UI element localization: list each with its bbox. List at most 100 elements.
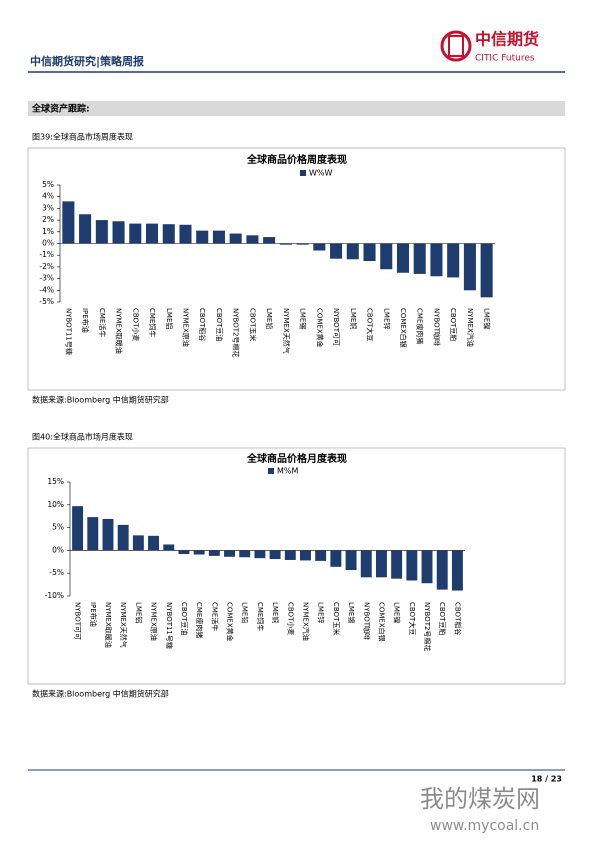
x-tick-label: NYMEX原油 [181, 308, 190, 347]
chart-title: 全球商品价格月度表现 [246, 452, 347, 465]
x-tick-label: CME活牛 [98, 308, 107, 337]
y-tick-label: -1% [39, 250, 54, 259]
logo-emblem [448, 35, 464, 57]
bar [72, 506, 84, 551]
bar [406, 550, 418, 581]
section-bar [28, 101, 565, 116]
y-tick-label: -5% [39, 297, 54, 306]
page-number: 18 / 23 [531, 775, 562, 784]
bar [421, 550, 433, 584]
logo-en: CITIC Futures [475, 54, 535, 64]
y-tick-label: 2% [42, 215, 54, 224]
x-tick-label: CBOT豆油 [180, 602, 189, 635]
legend-label: W%W [309, 169, 333, 178]
x-tick-label: LME铜 [271, 602, 280, 623]
bar [451, 550, 463, 591]
bar [396, 243, 410, 273]
x-tick-label: NYBOT可可 [332, 308, 340, 346]
x-tick-label: LME铝 [134, 602, 143, 623]
x-tick-label: COMEX白银 [399, 308, 408, 348]
x-tick-label: CBOT稻谷 [453, 602, 462, 635]
x-tick-label: CBOT豆油 [215, 308, 224, 341]
chart: 全球商品价格周度表现 W%W 5% 4% 3% 2% 1% 0% -1% -2% -3% -4% -5%… [39, 153, 495, 357]
logo-cn: 中信期货 [475, 30, 539, 49]
legend-label: M%M [277, 467, 299, 476]
x-tick-label: LME锡 [347, 602, 356, 623]
x-tick-label: LME铅 [241, 602, 250, 623]
y-tick-label: 3% [42, 203, 54, 212]
x-tick-label: CBOT稻谷 [198, 308, 207, 341]
x-tick-label: NYMEX原油 [150, 602, 159, 641]
bar [436, 550, 448, 590]
report-title: 中信期货研究|策略周报 [30, 54, 145, 68]
bar [315, 550, 327, 561]
bar [480, 243, 493, 298]
x-tick-label: NYBOT2号棉花 [232, 308, 241, 357]
x-tick-label: COMEX黄金 [226, 602, 235, 642]
bar [246, 235, 259, 244]
x-tick-label: NYMEX汽油 [466, 308, 475, 347]
y-tick-label: 4% [42, 192, 54, 201]
bar [162, 224, 175, 244]
x-tick-label: LME铜 [349, 308, 358, 329]
legend-swatch [268, 468, 274, 474]
bar [132, 535, 144, 551]
x-tick-label: CBOT豆粕 [438, 602, 447, 635]
bar [360, 550, 372, 578]
x-tick-label: CBOT玉米 [332, 602, 341, 635]
bar [95, 220, 108, 244]
x-tick-label: NYBOT2号棉花 [423, 602, 432, 651]
x-tick-label: NYMEX天然气 [282, 308, 291, 354]
bar [224, 550, 235, 557]
y-tick-label: -4% [39, 285, 54, 294]
bar [79, 214, 92, 244]
x-tick-label: CME饲牛 [148, 308, 157, 337]
x-tick-label: LME铅 [265, 308, 274, 329]
x-tick-label: NYMEX取暖油 [115, 308, 124, 354]
x-tick-label: LME铝 [165, 308, 174, 329]
x-tick-label: LME镍 [483, 308, 492, 329]
bar [148, 535, 160, 551]
legend-swatch [300, 170, 306, 176]
bar [208, 550, 220, 556]
x-tick-label: CBOT小麦 [286, 602, 295, 635]
y-tick-label: -3% [39, 274, 54, 283]
bar [117, 524, 129, 551]
chart: 全球商品价格月度表现 M%M 15% 10% 5% 0% -5% -10% NYBOT可可 IPE… [45, 452, 465, 651]
bar [363, 243, 376, 262]
x-tick-label: NYBOT可可 [74, 602, 82, 640]
x-tick-label: LME锌 [382, 308, 391, 329]
x-tick-label: NYBOT咖啡 [362, 602, 371, 640]
bar [196, 230, 209, 244]
bar [112, 221, 125, 244]
x-tick-label: COMEX白银 [377, 602, 386, 642]
figure-source: 数据来源:Bloomberg 中信期货研究部 [32, 689, 169, 699]
bar [300, 550, 311, 561]
y-tick-label: 5% [52, 523, 64, 532]
section-title: 全球资产跟踪: [31, 103, 90, 115]
figure-caption: 图39:全球商品市场周度表现 [32, 132, 133, 142]
bar [102, 518, 114, 551]
bar [229, 233, 242, 244]
bar [380, 243, 393, 270]
figure-caption: 图40:全球商品市场月度表现 [32, 432, 133, 442]
bar [129, 223, 142, 244]
figure-source: 数据来源:Bloomberg 中信期货研究部 [32, 395, 169, 405]
y-tick-label: -2% [39, 262, 54, 271]
x-tick-label: CME瘦肉猪 [195, 602, 204, 638]
bar [375, 550, 387, 578]
x-tick-label: IPE布油 [81, 308, 90, 333]
bar [296, 243, 309, 245]
x-tick-label: CBOT大豆 [366, 308, 375, 341]
chart-frame [27, 447, 566, 685]
x-tick-label: NYMEX取暖油 [104, 602, 113, 648]
x-tick-label: NYBOT咖啡 [432, 308, 441, 346]
bar [163, 544, 175, 551]
bar [179, 224, 192, 244]
bar [413, 243, 426, 274]
x-tick-label: NYBOT11号糖 [165, 602, 174, 649]
x-tick-label: NYBOT11号糖 [64, 308, 73, 355]
bar [463, 243, 476, 291]
